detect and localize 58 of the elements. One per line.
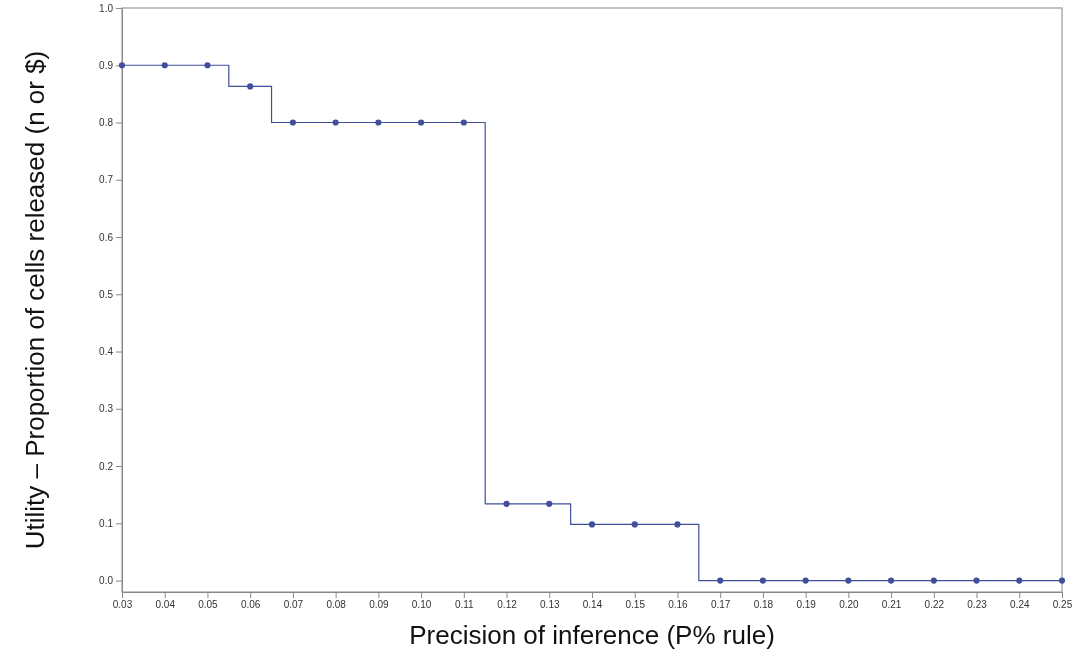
x-tick-label: 0.10 — [411, 599, 432, 611]
point — [802, 577, 809, 584]
point — [332, 119, 339, 126]
y-tick-label: 0.7 — [99, 174, 114, 186]
x-tick-label: 0.05 — [198, 599, 219, 611]
x-tick-label: 0.15 — [625, 599, 646, 611]
point — [888, 577, 895, 584]
x-tick-label: 0.14 — [582, 599, 603, 611]
x-tick-label: 0.24 — [1010, 599, 1030, 611]
point — [375, 119, 382, 126]
x-tick-label: 0.22 — [924, 599, 945, 611]
point — [930, 577, 937, 584]
y-tick-label: 0.6 — [99, 231, 114, 243]
point — [973, 577, 980, 584]
point — [161, 62, 168, 69]
x-tick-label: 0.08 — [326, 599, 347, 611]
point — [289, 119, 296, 126]
y-tick-label: 0.8 — [99, 117, 114, 129]
point — [204, 62, 211, 69]
x-tick-label: 0.17 — [710, 599, 731, 611]
point — [460, 119, 467, 126]
y-tick-label: 0.4 — [99, 346, 114, 358]
point — [717, 577, 724, 584]
point — [759, 577, 766, 584]
point — [1058, 577, 1066, 584]
y-axis-title: Utility – Proportion of cells released (n or $) — [20, 50, 50, 550]
x-tick-label: 0.09 — [369, 599, 390, 611]
point — [674, 521, 681, 528]
x-tick-label: 0.23 — [967, 599, 988, 611]
x-tick-label: 0.16 — [668, 599, 689, 611]
x-tick-label: 0.04 — [155, 599, 176, 611]
point — [247, 83, 254, 90]
y-tick-label: 0.3 — [99, 403, 114, 415]
x-tick-label: 0.25 — [1052, 599, 1073, 611]
point — [631, 521, 638, 528]
x-tick-label: 0.19 — [796, 599, 817, 611]
y-tick-label: 0.9 — [99, 59, 114, 71]
x-tick-label: 0.06 — [240, 599, 261, 611]
x-tick-label: 0.12 — [497, 599, 518, 611]
y-tick-label: 1.0 — [99, 2, 114, 14]
point — [546, 500, 553, 507]
y-tick-label: 0.1 — [99, 517, 114, 529]
y-tick-label: 0.5 — [99, 288, 114, 300]
point — [845, 577, 852, 584]
x-tick-label: 0.21 — [881, 599, 902, 611]
x-tick-label: 0.13 — [540, 599, 560, 611]
x-axis-title: Precision of inference (P% rule) — [409, 620, 775, 650]
x-tick-label: 0.11 — [454, 599, 475, 611]
y-tick-label: 0.2 — [99, 460, 114, 472]
point — [1016, 577, 1023, 584]
x-tick-label: 0.18 — [753, 599, 774, 611]
x-tick-label: 0.20 — [839, 599, 860, 611]
point — [588, 521, 596, 528]
y-tick-label: 0.0 — [99, 575, 114, 587]
point — [503, 500, 510, 507]
x-tick-label: 0.07 — [283, 599, 304, 611]
x-tick-label: 0.03 — [112, 599, 133, 611]
point — [418, 119, 425, 126]
